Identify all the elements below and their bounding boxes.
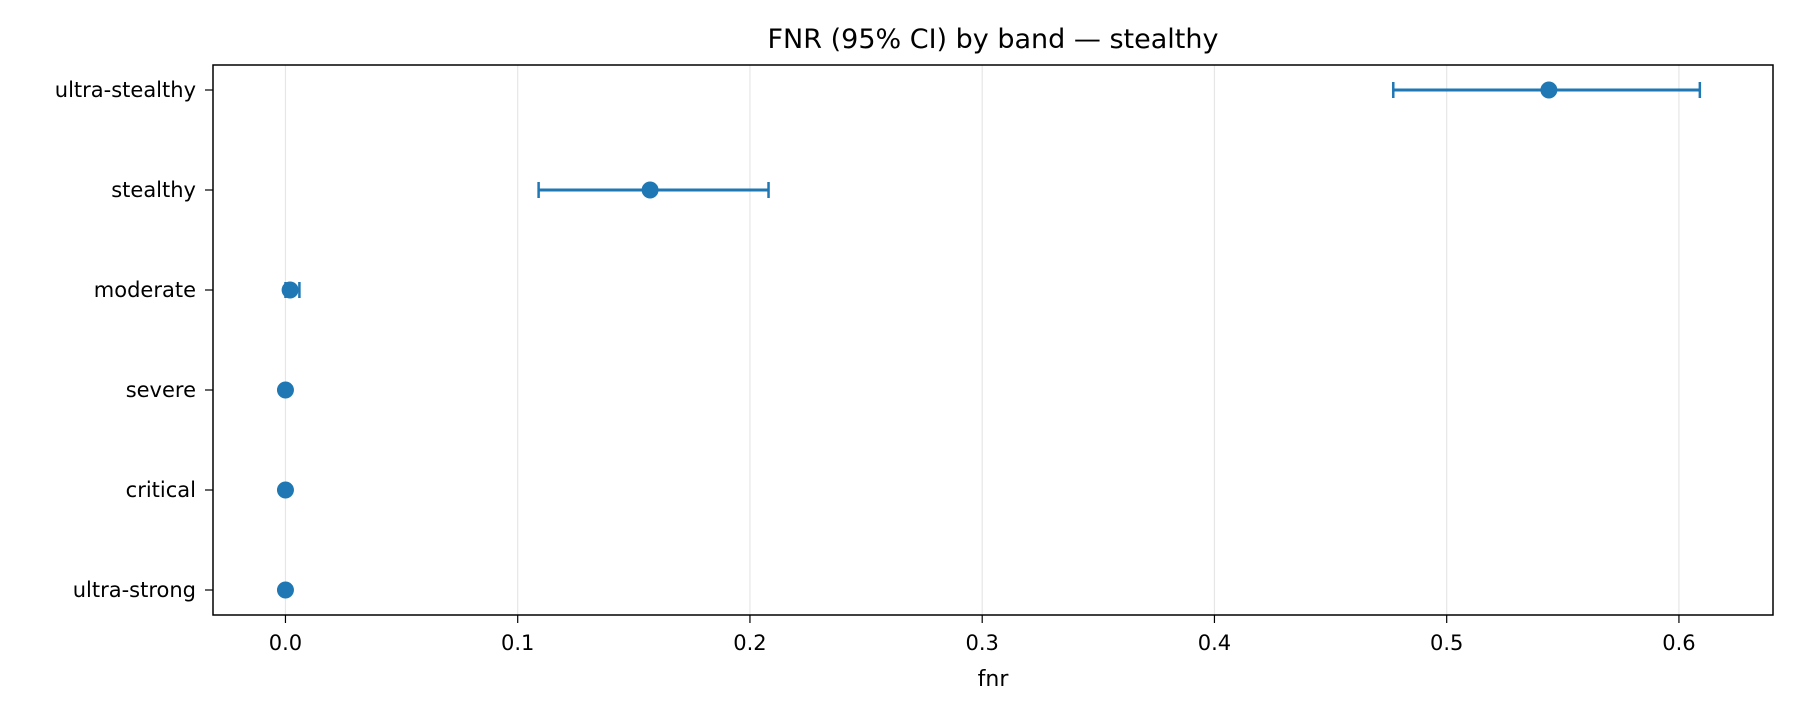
y-tick-label: ultra-strong	[73, 578, 196, 602]
data-point	[276, 481, 294, 499]
data-point	[641, 181, 659, 199]
y-tick-label: ultra-stealthy	[55, 78, 196, 102]
error-bars	[284, 82, 1702, 598]
y-tick-label: severe	[126, 378, 196, 402]
y-axis: ultra-stealthy stealthy moderate severe crit…	[55, 78, 213, 602]
grid-lines	[284, 65, 1680, 615]
data-point	[276, 381, 294, 399]
x-tick-label: 0.5	[1430, 631, 1463, 655]
data-point	[276, 581, 294, 599]
x-tick-label: 0.3	[965, 631, 998, 655]
x-axis-label: fnr	[978, 667, 1010, 692]
y-tick-label: critical	[126, 478, 196, 502]
x-tick-label: 0.2	[733, 631, 766, 655]
data-point	[1540, 81, 1558, 99]
data-points	[276, 81, 1558, 599]
y-tick-label: stealthy	[111, 178, 196, 202]
x-axis: 0.0 0.1 0.2 0.3 0.4 0.5 0.6	[269, 615, 1696, 655]
y-tick-label: moderate	[94, 278, 196, 302]
x-tick-label: 0.1	[501, 631, 534, 655]
plot-frame	[212, 64, 1774, 616]
chart-title: FNR (95% CI) by band — stealthy	[768, 24, 1219, 55]
x-tick-label: 0.6	[1662, 631, 1695, 655]
x-tick-label: 0.0	[269, 631, 302, 655]
data-point	[281, 281, 299, 299]
x-tick-label: 0.4	[1198, 631, 1231, 655]
